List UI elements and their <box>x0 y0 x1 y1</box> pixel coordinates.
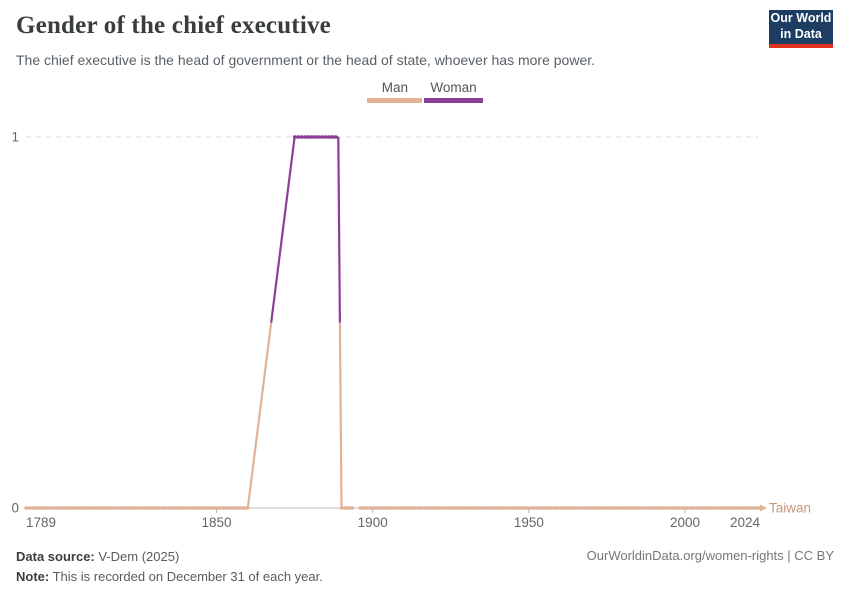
data-source-value: V-Dem (2025) <box>94 549 180 564</box>
line-end-arrow-icon <box>760 504 767 512</box>
note-label: Note: <box>16 569 50 584</box>
owid-logo-line2: in Data <box>780 27 822 41</box>
x-tick-label: 1950 <box>514 515 544 530</box>
data-source-label: Data source: <box>16 549 95 564</box>
chart-canvas[interactable]: 0 1 1789 1850 1900 1950 2000 2024 Taiwan <box>0 0 850 545</box>
legend-swatch <box>424 98 483 103</box>
legend-swatch <box>367 98 423 103</box>
note-value: This is recorded on December 31 of each … <box>49 569 323 584</box>
entity-label[interactable]: Taiwan <box>769 501 811 516</box>
y-tick-label: 1 <box>11 130 19 145</box>
footer-source-note: Data source: V-Dem (2025) Note: This is … <box>16 547 323 587</box>
footer-rights-link[interactable]: OurWorldinData.org/women-rights | CC BY <box>586 548 834 563</box>
x-tick-label: 1850 <box>202 515 232 530</box>
chart-legend: Man Woman <box>0 80 850 103</box>
x-tick-label: 1789 <box>26 515 56 530</box>
x-tick-label: 1900 <box>358 515 388 530</box>
x-tick-label: 2024 <box>730 515 761 530</box>
chart-subtitle: The chief executive is the head of gover… <box>16 52 596 68</box>
legend-item-woman[interactable]: Woman <box>424 80 483 103</box>
data-source-line: Data source: V-Dem (2025) <box>16 547 323 567</box>
note-line: Note: This is recorded on December 31 of… <box>16 567 323 587</box>
x-tick-label: 2000 <box>670 515 700 530</box>
y-tick-label: 0 <box>11 501 19 516</box>
page-title: Gender of the chief executive <box>16 12 331 39</box>
series-line-man[interactable] <box>338 322 343 509</box>
owid-logo-line1: Our World <box>770 11 832 26</box>
series-line-woman[interactable] <box>337 136 341 323</box>
legend-label: Man <box>381 80 408 95</box>
legend-label: Woman <box>430 80 477 95</box>
owid-logo[interactable]: Our World in Data <box>769 10 833 48</box>
series-line-man[interactable] <box>246 322 273 509</box>
legend-item-man[interactable]: Man <box>367 80 423 103</box>
series-line-woman[interactable] <box>270 136 296 323</box>
